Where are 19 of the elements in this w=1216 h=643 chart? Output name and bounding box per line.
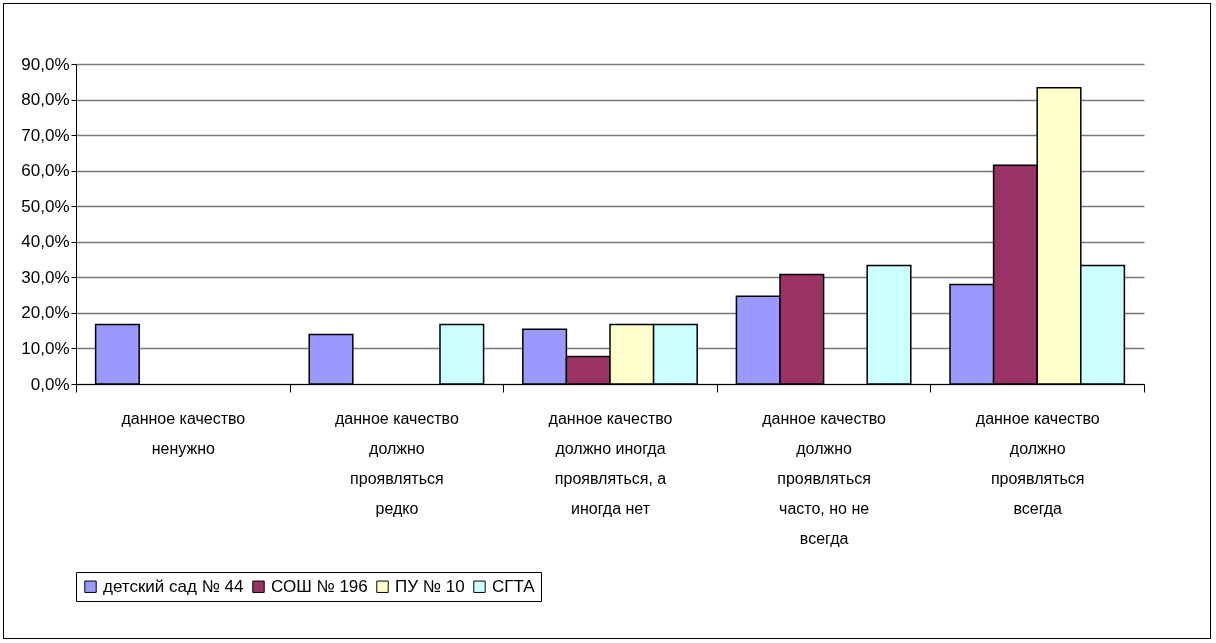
legend-label: СГТА	[492, 576, 536, 596]
y-tick-label: 70,0%	[21, 125, 70, 145]
y-tick-label: 90,0%	[21, 54, 70, 74]
x-tick-label: данное качество должно проявляться всегда	[975, 409, 1100, 517]
x-tick-label: данное качество должно иногда проявляться, а иногда нет	[548, 409, 673, 517]
y-tick-label: 20,0%	[21, 303, 70, 323]
y-tick-label: 50,0%	[21, 196, 70, 216]
y-tick-label: 60,0%	[21, 161, 70, 181]
legend-label: СОШ № 196	[271, 576, 368, 596]
y-tick-label: 30,0%	[21, 267, 70, 287]
legend-label: детский сад № 44	[103, 576, 244, 596]
y-tick-label: 0,0%	[30, 374, 70, 394]
x-tick-label: данное качество должно проявляться редко	[334, 409, 459, 517]
legend-label: ПУ № 10	[395, 576, 465, 596]
y-tick-label: 80,0%	[21, 90, 70, 110]
y-tick-label: 10,0%	[21, 338, 70, 358]
y-tick-label: 40,0%	[21, 232, 70, 252]
x-tick-label: данное качество должно проявляться часто, но не всегда	[762, 409, 887, 547]
x-tick-label: данное качество ненужно	[121, 409, 246, 457]
